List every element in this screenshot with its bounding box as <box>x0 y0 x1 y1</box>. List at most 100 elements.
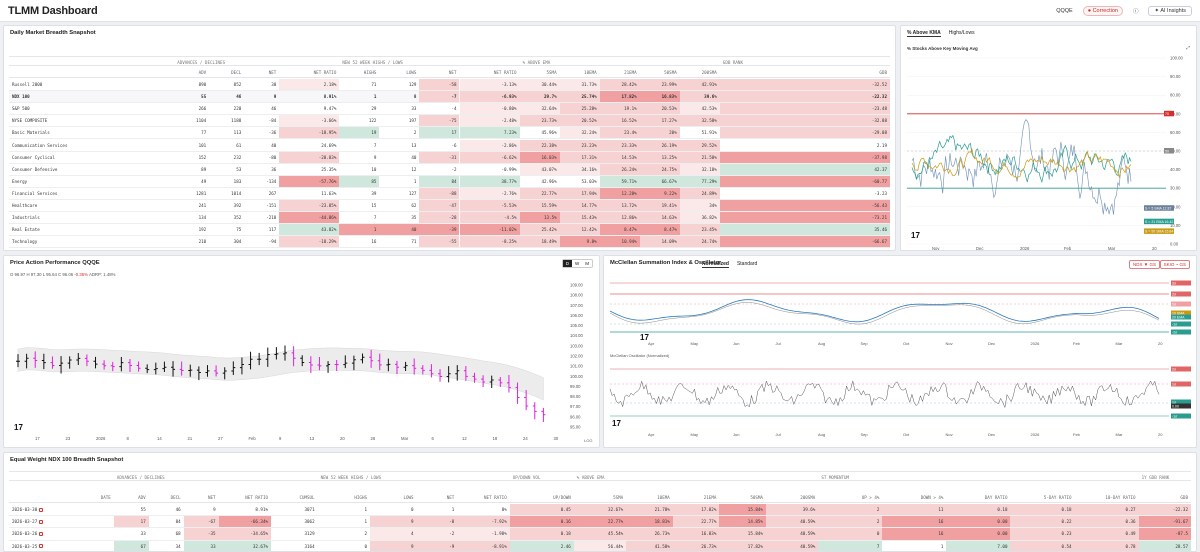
table-cell: 39 <box>371 190 377 196</box>
table-cell: 18.81% <box>626 516 673 528</box>
column-header[interactable]: 5SMA <box>613 495 624 500</box>
column-header[interactable]: HIGHS <box>363 70 377 75</box>
table-cell: 2 <box>364 531 367 537</box>
price-bar <box>265 347 270 367</box>
badge-label: 0.00 <box>1172 405 1179 409</box>
column-header[interactable]: LOWS <box>406 70 417 75</box>
column-header[interactable]: DATE <box>100 495 111 500</box>
info-icon[interactable]: ⓘ <box>1132 8 1139 15</box>
table-row[interactable]: 2026-03-30 55 46 9 8.91% 3071 1 0 1 8% 0.45 32.67% 2… <box>9 504 1191 517</box>
table-row[interactable]: Energy 49 183 -134 -57.76% 85 1 84 38.77% 42.96% 5… <box>9 175 890 188</box>
price-bar <box>498 376 503 388</box>
column-header[interactable]: DECL <box>170 495 181 500</box>
price-bar <box>179 361 184 376</box>
table-row[interactable]: Real Estate 192 75 117 43.82% 1 40 -39 -11.02% 25… <box>9 224 890 237</box>
table-row[interactable]: Russell 2000 890 852 38 2.18% 71 129 -58 -3.13% 3… <box>9 79 890 92</box>
table-cell: 40.59% <box>765 540 819 551</box>
table-cell: -2 <box>416 528 458 540</box>
date-detail-icon[interactable] <box>39 507 44 512</box>
tab-standard[interactable]: Standard <box>736 261 758 267</box>
column-header[interactable]: NET <box>446 495 455 500</box>
table-cell: 197 <box>408 118 417 124</box>
price-bar <box>291 346 296 367</box>
table-row[interactable]: 2026-03-26 33 68 -35 -34.65% 3129 2 4 -2 -1.98% 0.… <box>9 528 1191 541</box>
column-header[interactable]: ADV <box>198 70 207 75</box>
tab-highs-lows[interactable]: Highs/Lows <box>948 30 975 36</box>
column-header[interactable]: 10EMA <box>657 495 670 500</box>
table-row[interactable]: Industrials 134 352 -218 -44.86% 7 35 -28 -4.5% 1… <box>9 212 890 225</box>
table-row[interactable]: Utilities70472319.66%88-2-1.46%52.55%48.… <box>9 248 890 250</box>
column-header[interactable]: DECL <box>231 70 242 75</box>
table-cell: 25.42% <box>519 224 560 236</box>
ohlc-readout: O 96.97 H 97.30 L 95.64 C 96.06 -0.35% A… <box>10 272 116 277</box>
x-tick-label: Feb <box>1073 432 1081 437</box>
column-header[interactable]: 200SMA <box>701 70 717 75</box>
column-header[interactable]: UP/DOWN <box>553 495 571 500</box>
table-row[interactable]: S&P 500 266 220 46 9.47% 29 33 -4 -0.80% 32.64% 25… <box>9 103 890 116</box>
table-row[interactable]: 2026-03-27 17 84 -67 -66.34% 3062 1 9 -8 -7.92% 0.… <box>9 516 1191 529</box>
table-row[interactable]: Financial Services 1281 1014 267 11.63% 39 127… <box>9 187 890 200</box>
table-row[interactable]: Healthcare 241 392 -151 -23.85% 15 62 -47 -5.53%… <box>9 200 890 213</box>
table-row[interactable]: NYSE COMPOSITE 1104 1188 -84 -3.66% 122 197 -75… <box>9 115 890 128</box>
table-row[interactable]: Technology 210 304 -94 -18.29% 16 71 -55 -8.25% 1… <box>9 236 890 249</box>
column-header[interactable]: LOWS <box>403 495 414 500</box>
table-cell: 32.67% <box>573 504 627 516</box>
column-header[interactable]: GDB <box>879 70 887 75</box>
table-cell: 38 <box>271 82 277 88</box>
symbol-label[interactable]: QQQE <box>1056 7 1073 14</box>
table-cell: 8% <box>501 507 507 513</box>
column-header[interactable]: DAY RATIO <box>984 495 1008 500</box>
date-detail-icon[interactable] <box>39 531 44 536</box>
table-row[interactable]: Basic Materials 77 113 -36 -18.95% 19 2 17 7.23%… <box>9 127 890 140</box>
tf-weekly[interactable]: W <box>575 261 580 266</box>
x-tick-label: 8 <box>127 436 130 441</box>
date-detail-icon[interactable] <box>39 519 44 524</box>
column-header[interactable]: 10EMA <box>584 70 597 75</box>
column-header[interactable] <box>9 68 174 77</box>
table-row[interactable]: 2026-03-25 67 34 33 32.67% 3164 0 9 -9 -8.91% 2.46… <box>9 540 1191 551</box>
column-header[interactable]: NET <box>208 495 216 500</box>
column-header[interactable]: 10-DAY RATIO <box>1105 495 1136 500</box>
column-header[interactable]: 21EMA <box>703 495 717 500</box>
table-cell: 47 <box>209 248 244 250</box>
row-label: Healthcare <box>12 203 38 209</box>
column-header[interactable]: GDB <box>1180 495 1188 500</box>
ai-insights-button[interactable]: ✦ AI Insights <box>1148 5 1192 16</box>
column-header[interactable]: UP > 4% <box>861 495 880 500</box>
column-header[interactable]: NET RATIO <box>493 70 517 75</box>
column-header[interactable]: DOWN > 4% <box>920 495 944 500</box>
column-header[interactable]: 50SMA <box>664 70 677 75</box>
table-cell: -3.23 <box>874 190 887 196</box>
expand-icon[interactable]: ⤢ <box>1186 45 1190 50</box>
log-toggle[interactable]: LOG <box>584 438 592 443</box>
table-cell: 35 <box>411 215 417 221</box>
table-row[interactable]: Consumer Cyclical 152 232 -80 -20.83% 9 40 -31-… <box>9 151 890 164</box>
column-header[interactable]: NET RATIO <box>245 495 268 500</box>
tab-above-kma[interactable]: % Above KMA <box>907 30 941 37</box>
column-header[interactable]: NET <box>448 70 457 75</box>
tf-monthly[interactable]: M <box>585 261 589 266</box>
skio-pill[interactable]: SKIO ~ GS <box>1159 260 1190 269</box>
table-row[interactable]: NDX 100 55 46 9 8.91% 1 8 -7 -6.93% 29.7% 25.74% 17… <box>9 91 890 104</box>
column-header[interactable]: 200SMA <box>800 495 816 500</box>
table-cell: 16 <box>882 528 947 540</box>
column-header[interactable]: 5-DAY RATIO <box>1043 495 1072 500</box>
column-header[interactable]: 5SMA <box>546 70 557 75</box>
column-header[interactable]: NET <box>268 70 277 75</box>
column-header[interactable]: CUMSUL <box>299 495 315 500</box>
tab-normalized[interactable]: Normalized <box>702 261 729 268</box>
ndx-pill[interactable]: NDX ▼ GS <box>1129 260 1160 269</box>
column-header[interactable]: NET RATIO <box>484 495 507 500</box>
column-header[interactable]: 50SMA <box>750 495 763 500</box>
column-header[interactable]: HIGHS <box>354 495 367 500</box>
table-row[interactable]: Communication Services 101 61 40 24.69% 7 13 -6… <box>9 139 890 152</box>
date-detail-icon[interactable] <box>39 544 44 549</box>
column-header[interactable]: ADV <box>138 495 146 500</box>
table-cell: 26.73% <box>672 540 720 551</box>
table-cell: 23.4% <box>599 127 640 139</box>
tf-daily[interactable]: D <box>562 260 572 267</box>
column-header[interactable]: NET RATIO <box>313 70 337 75</box>
table-row[interactable]: Consumer Defensive 89 53 36 25.35% 10 12 -2 -0.9… <box>9 163 890 176</box>
column-header[interactable]: 21EMA <box>624 70 637 75</box>
table-cell: 59.71% <box>599 175 640 187</box>
